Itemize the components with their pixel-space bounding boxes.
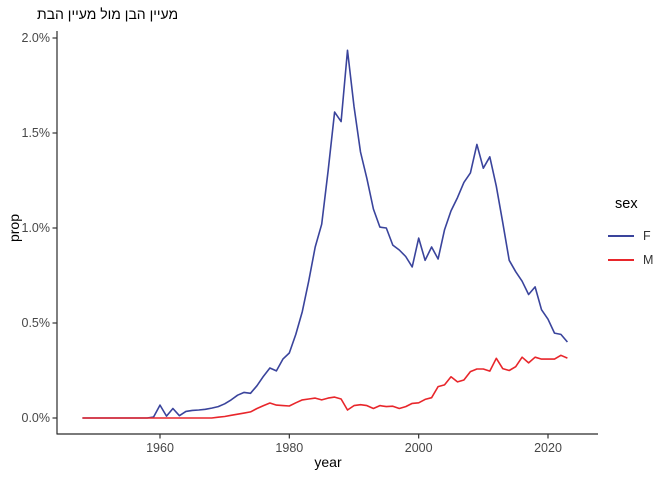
legend-line-m-swatch	[608, 259, 634, 261]
x-tick-label: 1980	[275, 441, 304, 455]
legend-label-m: M	[643, 253, 654, 267]
legend-title: sex	[615, 196, 638, 212]
x-tick-label: 1960	[146, 441, 174, 455]
legend-entry-m: M	[608, 248, 672, 272]
legend: sex F M	[608, 196, 672, 272]
series-line-f	[82, 49, 569, 419]
series-line-m	[82, 354, 568, 419]
y-tick-label: 0.5%	[21, 316, 51, 330]
y-tick-label: 1.0%	[21, 221, 51, 235]
legend-line-f-swatch	[608, 235, 634, 237]
y-tick-label: 1.5%	[21, 126, 51, 140]
plot-title: תבה ןייעמ לומ ןבה ןייעמ	[37, 6, 179, 22]
x-tick-label: 2000	[404, 441, 433, 455]
x-tick-label: 2020	[534, 441, 562, 455]
legend-label-f: F	[643, 229, 651, 243]
legend-entry-f: F	[608, 224, 672, 248]
y-tick-label: 2.0%	[21, 31, 51, 45]
x-axis-title: year	[314, 454, 342, 470]
y-tick-label: 0.0%	[21, 411, 51, 425]
